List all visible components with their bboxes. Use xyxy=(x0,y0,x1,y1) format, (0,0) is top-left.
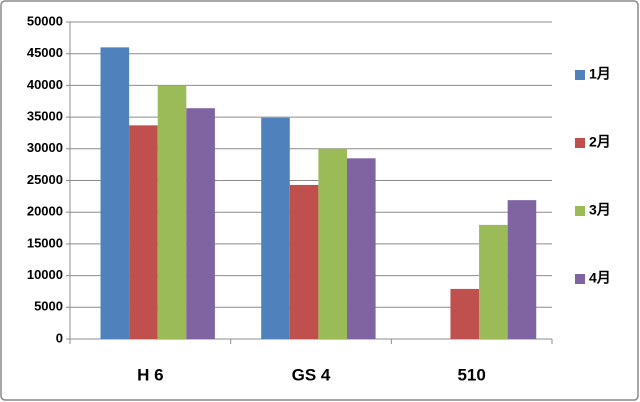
y-tick-label: 30000 xyxy=(27,140,63,155)
y-tick-label: 10000 xyxy=(27,267,63,282)
bar xyxy=(157,85,187,340)
y-tick-label: 50000 xyxy=(27,13,63,28)
y-tick-label: 15000 xyxy=(27,235,63,250)
bar xyxy=(450,288,480,339)
y-tick-label: 20000 xyxy=(27,204,63,219)
legend-swatch xyxy=(575,138,585,148)
bar xyxy=(318,148,347,339)
y-tick-label: 0 xyxy=(56,330,63,345)
legend-label: 3月 xyxy=(589,202,611,218)
bar xyxy=(129,125,158,339)
y-tick-label: 5000 xyxy=(34,299,63,314)
bar xyxy=(100,47,130,340)
y-tick-label: 25000 xyxy=(27,172,63,187)
y-tick-label: 35000 xyxy=(27,109,63,124)
legend-swatch xyxy=(575,206,585,216)
legend-label: 1月 xyxy=(589,66,611,82)
x-tick-label: GS 4 xyxy=(292,365,331,384)
legend-label: 4月 xyxy=(589,270,611,286)
legend-label: 2月 xyxy=(589,134,611,150)
bar xyxy=(346,158,376,339)
y-tick-label: 40000 xyxy=(27,77,63,92)
x-tick-label: H 6 xyxy=(137,365,163,384)
y-tick-label: 45000 xyxy=(27,45,63,60)
bar xyxy=(507,200,537,339)
bar xyxy=(186,108,215,339)
bar xyxy=(289,184,319,339)
bar xyxy=(479,224,508,339)
x-tick-label: 510 xyxy=(457,365,485,384)
legend-swatch xyxy=(575,274,585,284)
bar xyxy=(261,117,290,339)
legend-swatch xyxy=(575,70,585,80)
